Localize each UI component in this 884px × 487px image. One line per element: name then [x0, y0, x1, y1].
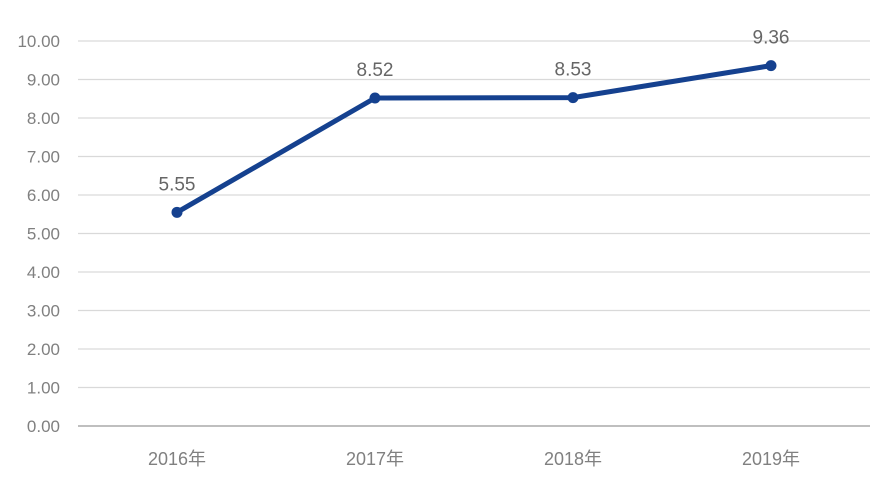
- data-point-marker: [765, 60, 777, 72]
- y-axis-tick-label: 0.00: [27, 417, 60, 436]
- y-axis-tick-label: 2.00: [27, 340, 60, 359]
- y-axis-tick-label: 5.00: [27, 225, 60, 244]
- y-axis-tick-label: 6.00: [27, 186, 60, 205]
- data-point-marker: [171, 206, 183, 218]
- x-axis-tick-label: 2016年: [148, 449, 206, 469]
- y-axis-tick-label: 1.00: [27, 379, 60, 398]
- data-point-marker: [369, 92, 381, 104]
- y-axis-tick-label: 8.00: [27, 109, 60, 128]
- y-axis-tick-label: 4.00: [27, 263, 60, 282]
- data-point-label: 5.55: [159, 174, 196, 195]
- y-axis-tick-label: 9.00: [27, 71, 60, 90]
- x-axis-tick-label: 2018年: [544, 449, 602, 469]
- data-point-label: 9.36: [753, 28, 790, 49]
- data-point-label: 8.53: [555, 60, 592, 81]
- data-point-label: 8.52: [357, 60, 394, 81]
- x-axis-tick-label: 2017年: [346, 449, 404, 469]
- y-axis-tick-label: 10.00: [17, 32, 60, 51]
- x-axis-tick-label: 2019年: [742, 449, 800, 469]
- y-axis-tick-label: 7.00: [27, 148, 60, 167]
- series-line: [174, 63, 774, 215]
- y-axis-tick-label: 3.00: [27, 302, 60, 321]
- data-point-marker: [567, 92, 579, 104]
